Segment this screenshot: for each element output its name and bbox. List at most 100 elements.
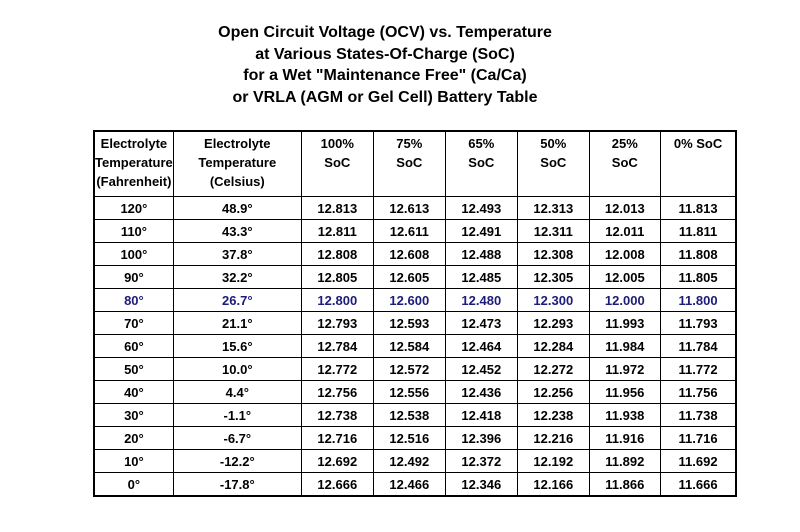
table-cell: 12.005 <box>588 265 661 289</box>
table-cell: 11.938 <box>588 403 661 427</box>
table-cell: 12.011 <box>588 219 661 243</box>
header-line: 65% <box>468 136 495 151</box>
header-row: Electrolyte Temperature (Fahrenheit) Electr… <box>93 130 737 197</box>
table-cell: 12.305 <box>516 265 590 289</box>
table-cell: 21.1° <box>172 311 302 335</box>
table-cell: 12.346 <box>444 472 518 497</box>
table-cell: 12.013 <box>588 196 661 220</box>
table-cell: 100° <box>93 242 174 266</box>
table-cell: 12.808 <box>300 242 374 266</box>
table-body: 120° 48.9° 12.813 12.613 12.493 12.313 12.013 1… <box>93 196 737 497</box>
header-cell: 65% SoC <box>444 130 518 197</box>
title-line: or VRLA (AGM or Gel Cell) Battery Table <box>232 88 538 106</box>
table-cell: 11.784 <box>659 334 737 358</box>
header-line: SoC <box>540 155 567 170</box>
table-cell: 12.538 <box>372 403 446 427</box>
table-cell: 12.313 <box>516 196 590 220</box>
table-row: 30° -1.1° 12.738 12.538 12.418 12.238 11.938 11… <box>93 403 737 427</box>
table-cell: 12.000 <box>588 288 661 312</box>
header-line: (Fahrenheit) <box>96 174 172 189</box>
table-cell: 120° <box>93 196 174 220</box>
title-line: at Various States-Of-Charge (SoC) <box>255 45 515 63</box>
header-line: Temperature <box>198 155 277 170</box>
title: Open Circuit Voltage (OCV) vs. Temperatu… <box>0 22 770 108</box>
table-cell: 11.866 <box>588 472 661 497</box>
table-cell: 12.436 <box>444 380 518 404</box>
table-cell: 11.811 <box>659 219 737 243</box>
table-row: 50° 10.0° 12.772 12.572 12.452 12.272 11.972 11… <box>93 357 737 381</box>
header-line: SoC <box>396 155 423 170</box>
table-cell: 60° <box>93 334 174 358</box>
table-cell: 12.493 <box>444 196 518 220</box>
table-cell: 12.166 <box>516 472 590 497</box>
table-row: 70° 21.1° 12.793 12.593 12.473 12.293 11.993 11… <box>93 311 737 335</box>
header-cell: 25% SoC <box>588 130 661 197</box>
header-line: 0% SoC <box>673 136 723 151</box>
table-cell: 12.692 <box>300 449 374 473</box>
table-cell: 12.800 <box>300 288 374 312</box>
table-cell: 12.272 <box>516 357 590 381</box>
header-line: 50% <box>540 136 567 151</box>
table-cell: 12.293 <box>516 311 590 335</box>
table-cell: 12.584 <box>372 334 446 358</box>
table-cell: 12.238 <box>516 403 590 427</box>
table-cell: 12.784 <box>300 334 374 358</box>
table-cell: 26.7° <box>172 288 302 312</box>
table-cell: 12.300 <box>516 288 590 312</box>
table-cell: 12.572 <box>372 357 446 381</box>
table-cell: -12.2° <box>172 449 302 473</box>
table-cell: 37.8° <box>172 242 302 266</box>
table-cell: 20° <box>93 426 174 450</box>
table-row: 110° 43.3° 12.811 12.611 12.491 12.311 12.011 1… <box>93 219 737 243</box>
table-row: 100° 37.8° 12.808 12.608 12.488 12.308 12.008 1… <box>93 242 737 266</box>
table-cell: 10° <box>93 449 174 473</box>
table-cell: 11.805 <box>659 265 737 289</box>
table-cell: 11.800 <box>659 288 737 312</box>
table-row: 80° 26.7° 12.800 12.600 12.480 12.300 12.000 11… <box>93 288 737 312</box>
table-cell: 12.772 <box>300 357 374 381</box>
ocv-table: Electrolyte Temperature (Fahrenheit) Electr… <box>93 130 738 497</box>
table-cell: 11.993 <box>588 311 661 335</box>
table-cell: 12.611 <box>372 219 446 243</box>
table-cell: 43.3° <box>172 219 302 243</box>
title-line: Open Circuit Voltage (OCV) vs. Temperatu… <box>218 24 552 41</box>
table-cell: 12.492 <box>372 449 446 473</box>
table-cell: 12.608 <box>372 242 446 266</box>
header-cell: 0% SoC <box>659 130 737 197</box>
header-cell: 100% SoC <box>300 130 374 197</box>
table-row: 10° -12.2° 12.692 12.492 12.372 12.192 11.892 1… <box>93 449 737 473</box>
table-cell: 12.738 <box>300 403 374 427</box>
table-cell: 48.9° <box>172 196 302 220</box>
table-cell: 11.813 <box>659 196 737 220</box>
table-cell: 11.692 <box>659 449 737 473</box>
table-cell: 0° <box>93 472 174 497</box>
table-row: 60° 15.6° 12.784 12.584 12.464 12.284 11.984 11… <box>93 334 737 358</box>
table-cell: 32.2° <box>172 265 302 289</box>
table-header: Electrolyte Temperature (Fahrenheit) Electr… <box>93 130 737 197</box>
table-row: 0° -17.8° 12.666 12.466 12.346 12.166 11.866 11… <box>93 472 737 497</box>
table-cell: 12.793 <box>300 311 374 335</box>
table-cell: 12.716 <box>300 426 374 450</box>
header-line: 25% <box>611 136 638 151</box>
table-cell: -1.1° <box>172 403 302 427</box>
table-cell: 4.4° <box>172 380 302 404</box>
table-cell: 12.284 <box>516 334 590 358</box>
table-cell: 12.556 <box>372 380 446 404</box>
header-line: 75% <box>396 136 423 151</box>
table-cell: 12.418 <box>444 403 518 427</box>
table-cell: 11.892 <box>588 449 661 473</box>
table-cell: 11.666 <box>659 472 737 497</box>
header-cell: Electrolyte Temperature (Celsius) <box>172 130 302 197</box>
table-cell: 11.916 <box>588 426 661 450</box>
header-line: SoC <box>468 155 495 170</box>
table-cell: 12.593 <box>372 311 446 335</box>
table-cell: 90° <box>93 265 174 289</box>
table-cell: 12.372 <box>444 449 518 473</box>
table-cell: 30° <box>93 403 174 427</box>
header-cell: Electrolyte Temperature (Fahrenheit) <box>93 130 174 197</box>
table-cell: 12.613 <box>372 196 446 220</box>
table-cell: 12.464 <box>444 334 518 358</box>
table-cell: 70° <box>93 311 174 335</box>
table-cell: 12.805 <box>300 265 374 289</box>
